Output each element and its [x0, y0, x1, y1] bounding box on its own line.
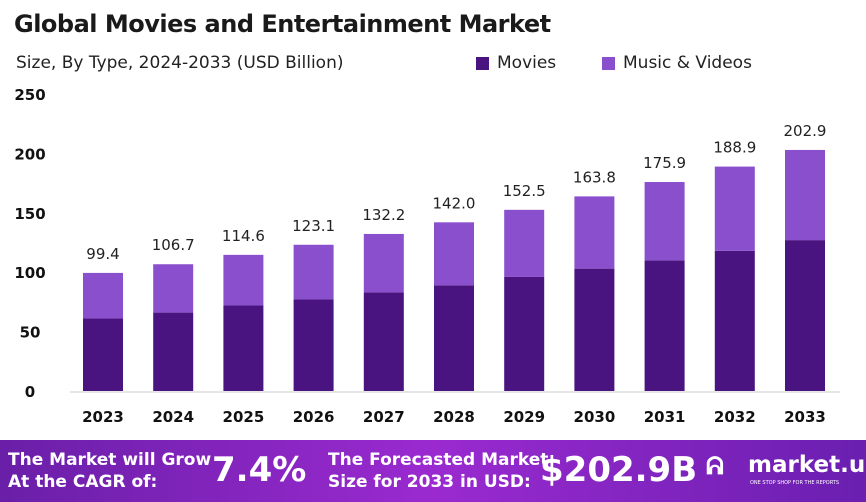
x-tick-label: 2027	[363, 408, 405, 426]
cagr-value: 7.4%	[212, 450, 307, 490]
bar-movies-2025	[223, 305, 264, 391]
x-tick-label: 2031	[644, 408, 686, 426]
bar-chart: 0 50 100 150 200 250 99.4 2023 106.7 2024 114.6 202…	[14, 86, 840, 426]
x-tick-label: 2025	[223, 408, 265, 426]
x-tick-label: 2028	[433, 408, 475, 426]
total-label: 163.8	[573, 168, 616, 186]
legend-label-music: Music & Videos	[623, 53, 752, 73]
legend-music: Music & Videos	[602, 53, 752, 73]
x-tick-label: 2033	[784, 408, 826, 426]
bar-music-2032	[714, 166, 755, 251]
bar-movies-2028	[434, 285, 474, 391]
total-label: 99.4	[86, 245, 119, 263]
bar-movies-2030	[574, 268, 615, 391]
x-tick-label: 2030	[574, 408, 616, 426]
bar-music-2023	[83, 272, 123, 319]
forecast-label: The Forecasted Market Size for 2033 in US…	[328, 449, 548, 493]
bar-movies-2026	[293, 299, 334, 391]
summary-banner: The Market will Grow At the CAGR of: 7.4%…	[0, 440, 866, 502]
x-tick-label: 2032	[714, 408, 756, 426]
bar-music-2031	[644, 182, 685, 261]
bar-music-2024	[153, 264, 194, 313]
bar-movies-2027	[363, 292, 404, 391]
x-tick-label: 2023	[82, 408, 124, 426]
total-label: 106.7	[152, 236, 195, 254]
bar-music-2028	[434, 222, 474, 286]
bar-music-2026	[293, 244, 334, 300]
total-label: 114.6	[222, 227, 265, 245]
logo-tagline: ONE STOP SHOP FOR THE REPORTS	[750, 480, 840, 486]
x-tick-label: 2029	[503, 408, 545, 426]
x-tick-label: 2026	[293, 408, 335, 426]
total-label: 188.9	[713, 139, 756, 157]
x-tick-label: 2024	[152, 408, 194, 426]
forecast-value: $202.9B	[540, 450, 698, 490]
market-us-logo-icon: ᕱ	[706, 452, 724, 480]
bar-music-2030	[574, 196, 615, 269]
total-label: 142.0	[433, 194, 476, 212]
chart-subtitle: Size, By Type, 2024-2033 (USD Billion)	[16, 53, 344, 73]
total-label: 175.9	[643, 154, 686, 172]
total-label: 123.1	[292, 217, 335, 235]
bar-music-2033	[785, 149, 825, 241]
total-label: 152.5	[503, 182, 546, 200]
forecast-text-1: The Forecasted Market	[328, 450, 549, 470]
chart-title: Global Movies and Entertainment Market	[14, 10, 551, 38]
y-tick-label: 150	[14, 205, 45, 223]
legend-movies: Movies	[476, 53, 556, 73]
bar-music-2029	[504, 209, 545, 277]
total-label: 132.2	[362, 206, 405, 224]
bar-movies-2029	[504, 276, 545, 391]
cagr-text-1: The Market will Grow	[8, 450, 212, 470]
legend-label-movies: Movies	[497, 53, 557, 73]
bar-movies-2033	[785, 240, 825, 391]
y-tick-label: 200	[14, 145, 45, 163]
y-tick-label: 0	[25, 383, 35, 401]
bar-movies-2032	[714, 250, 755, 391]
total-label: 202.9	[784, 122, 827, 140]
cagr-text-2: At the CAGR of:	[8, 472, 158, 492]
legend-swatch-music	[602, 56, 615, 70]
legend-swatch-movies	[476, 56, 489, 70]
y-tick-label: 250	[14, 86, 45, 104]
y-tick-label: 100	[14, 264, 45, 282]
logo-text: market.us	[748, 452, 866, 478]
bar-movies-2031	[644, 260, 685, 391]
bar-movies-2023	[83, 318, 123, 391]
bar-music-2025	[223, 254, 264, 306]
y-tick-label: 50	[20, 324, 41, 342]
forecast-text-2: Size for 2033 in USD:	[328, 472, 531, 492]
bar-music-2027	[363, 233, 404, 293]
cagr-label: The Market will Grow At the CAGR of:	[8, 449, 211, 493]
bar-movies-2024	[153, 312, 194, 391]
